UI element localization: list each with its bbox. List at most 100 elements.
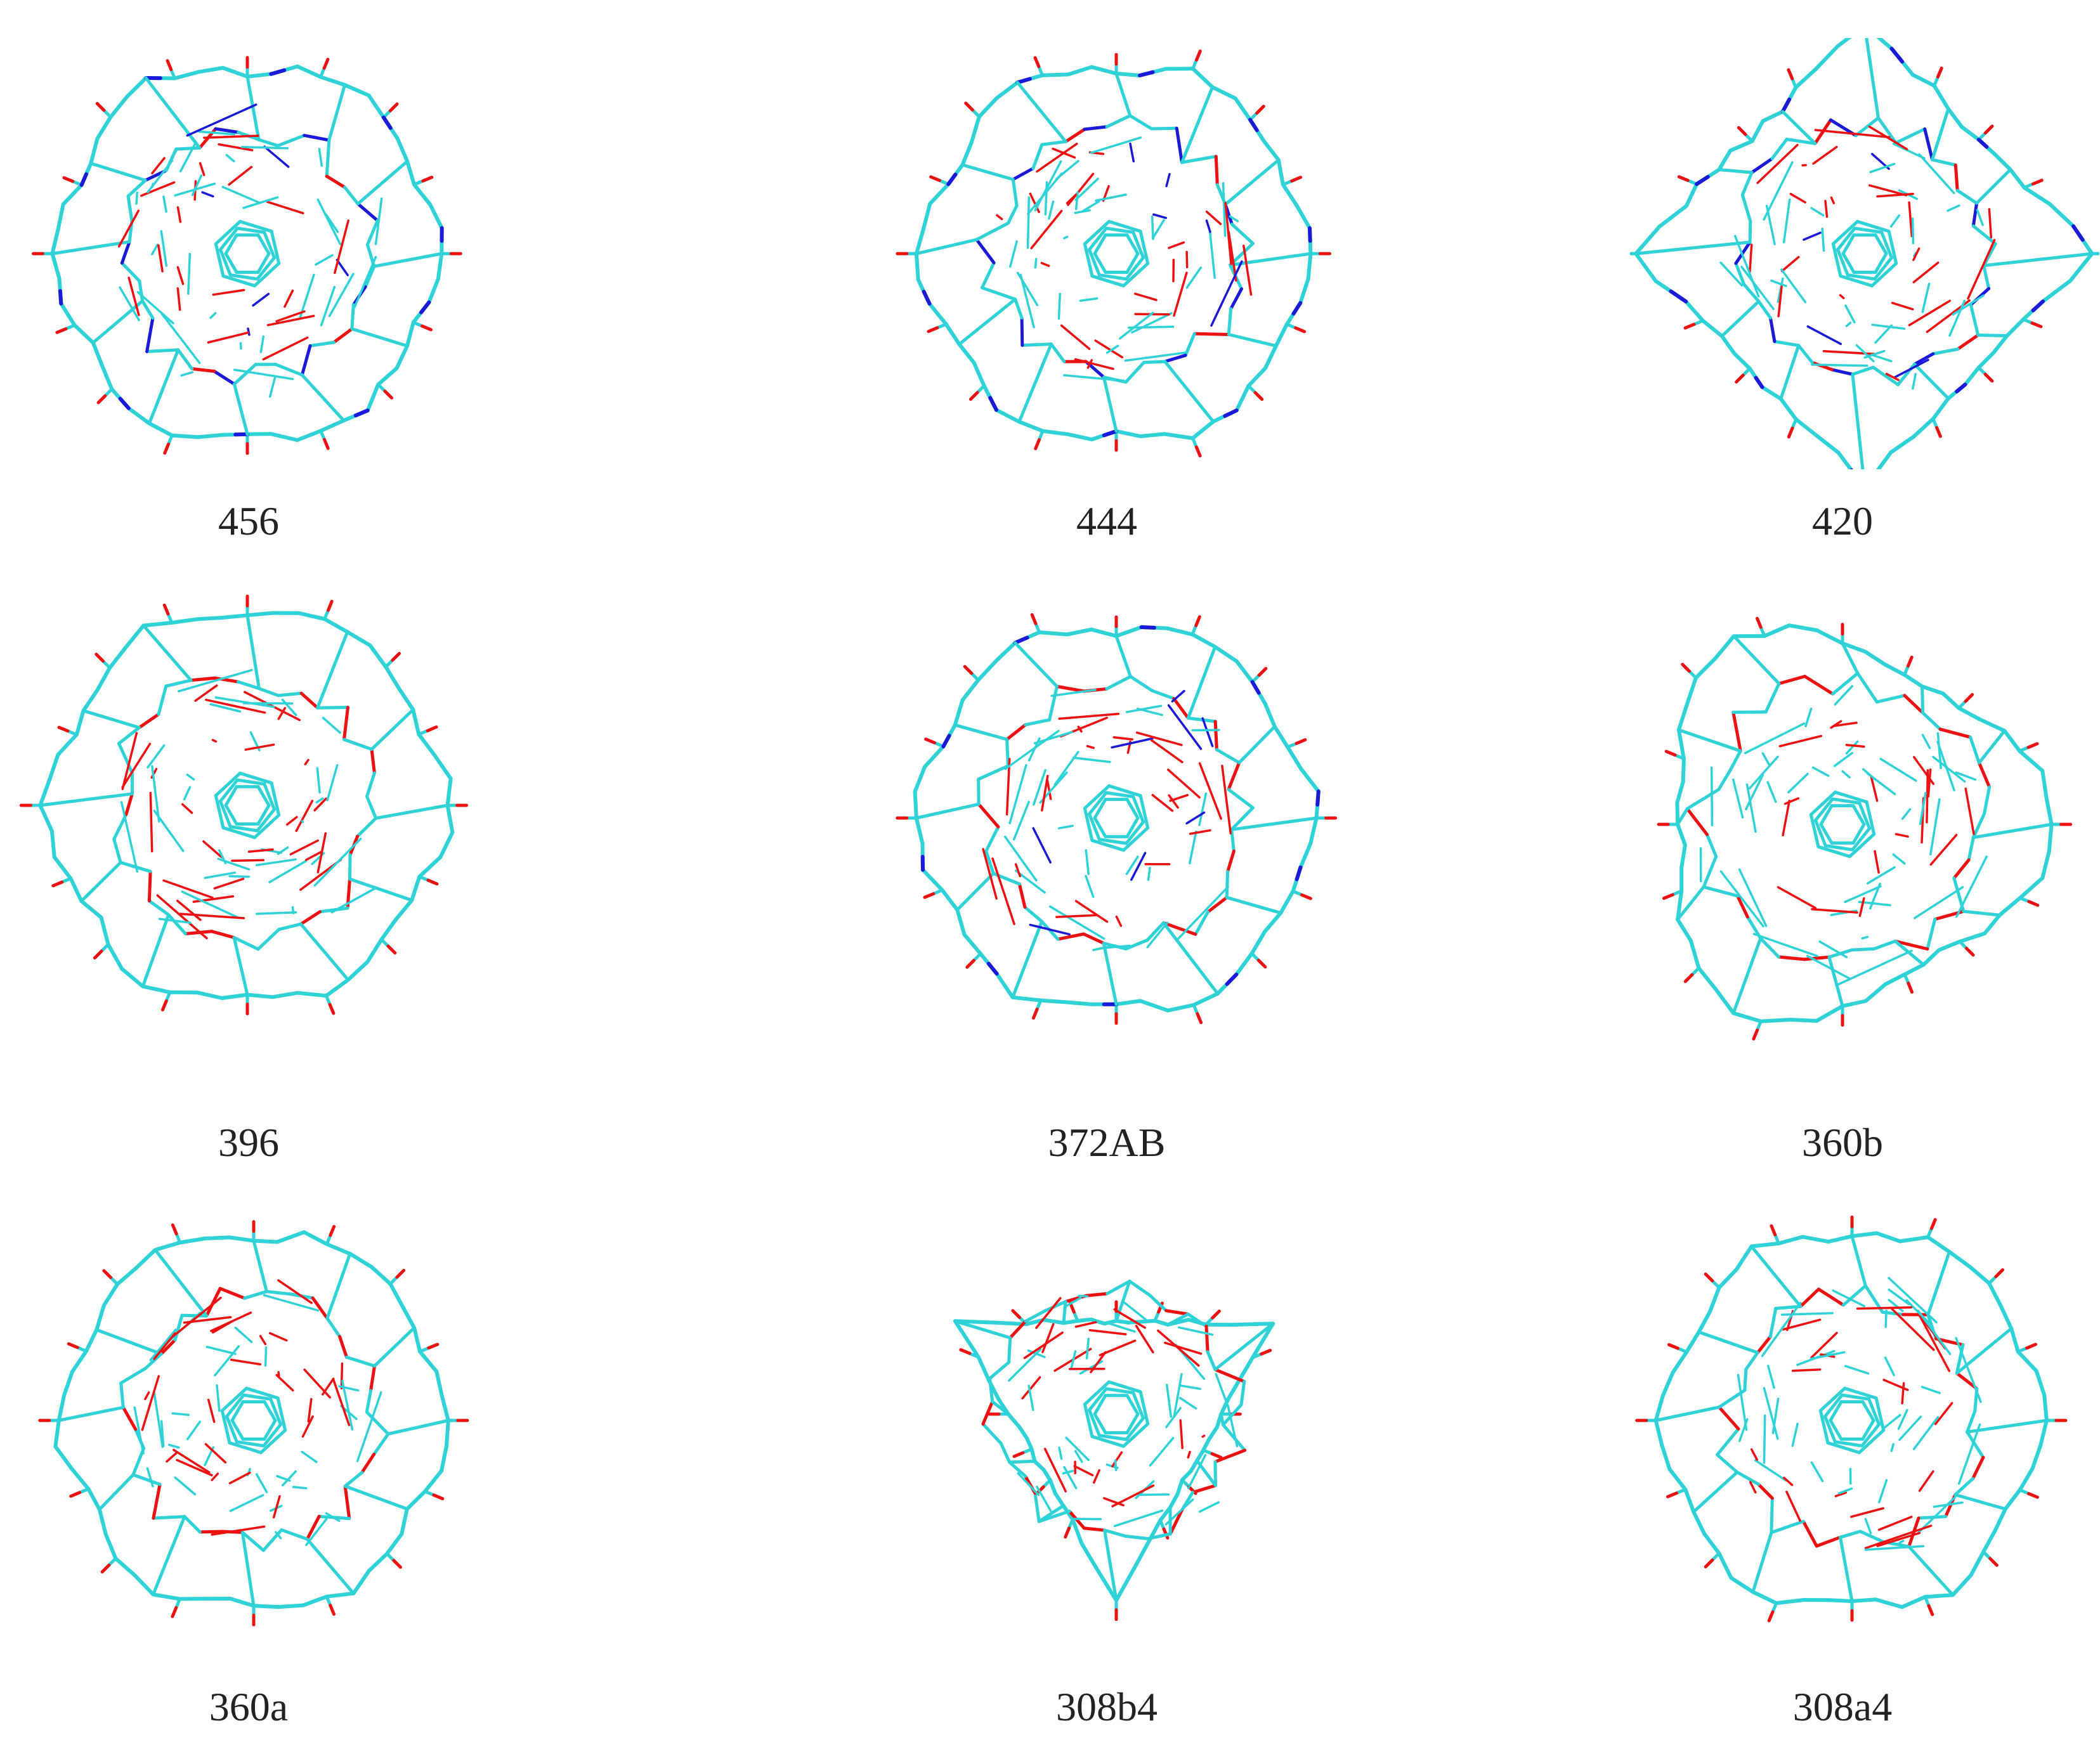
aromatic-ring-bond: [214, 219, 242, 246]
interior-bond: [1844, 885, 1882, 904]
substituent-bond: [1251, 1352, 1263, 1360]
interior-bond: [1858, 900, 1891, 907]
interior-bond: [1783, 1476, 1794, 1486]
interior-bond: [1033, 769, 1047, 806]
interior-bond: [1053, 751, 1079, 786]
inner-bond: [1150, 126, 1178, 131]
interior-bond: [1912, 261, 1940, 283]
outer-bond: [322, 617, 349, 634]
interior-bond: [1766, 781, 1777, 803]
aromatic-ring-bond: [1841, 233, 1856, 256]
outer-bond: [433, 753, 453, 781]
inner-bond: [1768, 1306, 1778, 1339]
outer-bond: [410, 874, 422, 902]
aromatic-ring-bond: [1858, 1428, 1886, 1455]
oxygen-bond: [923, 892, 936, 899]
outer-bond: [1634, 224, 1662, 256]
outer-bond: [2040, 769, 2049, 800]
aromatic-ring-bond: [1880, 230, 1893, 259]
substituent-bond: [1037, 429, 1045, 442]
interior-bond: [1119, 311, 1154, 340]
outer-bond: [114, 1556, 137, 1578]
interior-bond: [1092, 1469, 1100, 1484]
outer-bond: [1667, 1467, 1688, 1491]
panel-label-4: 372AB: [1048, 1120, 1166, 1165]
aromatic-ring-bond: [1819, 804, 1834, 826]
outer-bond: [2022, 185, 2052, 206]
inner-bond: [1186, 1312, 1208, 1328]
outer-bond: [197, 66, 225, 74]
bridge-bond: [1975, 167, 2012, 205]
inner-bond: [1977, 761, 1992, 789]
inner-bond: [257, 138, 280, 148]
outer-bond: [50, 252, 62, 280]
nitrogen-bond: [1013, 635, 1029, 645]
inner-bond: [1744, 1351, 1759, 1371]
outer-bond: [1041, 1318, 1066, 1325]
outer-bond: [106, 942, 124, 971]
interior-bond: [1964, 787, 1975, 835]
bridge-bond: [1015, 81, 1067, 143]
outer-bond: [1708, 1285, 1721, 1314]
outer-bond: [405, 159, 416, 186]
outer-bond: [977, 96, 999, 119]
inner-bond: [1938, 727, 1973, 739]
bridge-bond: [1186, 645, 1217, 720]
interior-bond: [1036, 142, 1078, 173]
inner-bond: [365, 795, 378, 820]
interior-bond: [149, 1328, 177, 1361]
outer-bond: [405, 320, 415, 348]
interior-bond: [1888, 1277, 1938, 1324]
inner-bond: [1230, 223, 1255, 245]
oxygen-bond: [1927, 1604, 1934, 1616]
outer-bond: [1029, 1447, 1037, 1464]
substituent-bond: [1790, 417, 1798, 430]
outer-bond: [1749, 1241, 1781, 1249]
outer-bond: [68, 876, 84, 903]
interior-bond: [1034, 160, 1062, 212]
inner-bond: [299, 691, 320, 710]
outer-bond: [445, 803, 455, 835]
bridge-bond: [95, 1328, 163, 1356]
interior-bond: [1858, 897, 1865, 918]
interior-bond: [1125, 705, 1163, 713]
aromatic-ring-bond: [219, 778, 239, 803]
interior-bond: [178, 668, 253, 692]
inner-bond: [1923, 127, 1934, 162]
oxygen-bond: [1907, 655, 1914, 668]
inner-bond: [121, 1405, 138, 1431]
outer-bond: [1992, 152, 2012, 172]
nitrogen-bond: [1955, 382, 1967, 394]
interior-bond: [1168, 241, 1185, 249]
outer-bond: [1298, 276, 1310, 305]
interior-bond: [1913, 886, 1964, 919]
oxygen-bond: [95, 101, 106, 112]
inner-bond: [1215, 748, 1241, 765]
interior-bond: [1201, 717, 1214, 748]
interior-bond: [1818, 940, 1848, 959]
nitrogen-bond: [233, 432, 249, 437]
outer-bond: [944, 322, 962, 346]
outer-bond: [2044, 795, 2054, 826]
interior-bond: [1750, 1448, 1759, 1461]
inner-bond: [1734, 261, 1746, 286]
inner-bond: [300, 344, 312, 377]
outer-bond: [2008, 167, 2026, 190]
outer-bond: [1286, 745, 1303, 770]
interior-bond: [1912, 247, 1921, 261]
nitrogen-bond: [941, 734, 951, 749]
inner-bond: [1799, 1287, 1820, 1308]
interior-bond: [228, 874, 251, 878]
nitrogen-bond: [118, 396, 131, 410]
bridge-bond: [141, 913, 171, 988]
interior-bond: [1782, 1318, 1822, 1331]
outer-bond: [95, 1303, 106, 1332]
inner-bond: [1953, 1477, 1974, 1497]
interior-bond: [1189, 830, 1197, 865]
interior-bond: [204, 1443, 227, 1464]
inner-bond: [365, 219, 379, 247]
interior-bond: [1917, 1312, 1951, 1372]
inner-bond: [988, 1377, 995, 1403]
interior-bond: [179, 141, 197, 172]
interior-bond: [325, 213, 339, 233]
